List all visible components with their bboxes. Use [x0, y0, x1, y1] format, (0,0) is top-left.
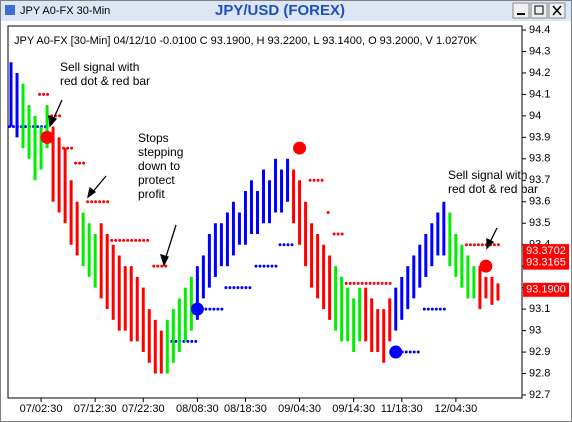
arrow-head	[48, 114, 58, 128]
x-tick-label: 11/18:30	[381, 403, 423, 415]
price-label: 93.1900	[526, 284, 566, 296]
y-tick-label: 93.5	[529, 217, 550, 229]
info-line: JPY A0-FX [30-Min] 04/12/10 -0.0100 C 93…	[14, 35, 478, 47]
y-tick-label: 94.4	[529, 24, 550, 36]
signal-dot	[479, 259, 493, 273]
title-bar	[1, 1, 571, 21]
window-buttons[interactable]	[512, 2, 566, 19]
marks	[8, 62, 501, 374]
annotation-line: Stops	[138, 131, 169, 145]
y-tick-label: 93.7	[529, 174, 550, 186]
annotation-line: Sell signal with	[448, 168, 527, 182]
maximize-icon	[534, 5, 544, 15]
annotation-line: protect	[138, 173, 175, 187]
maximize-button[interactable]	[530, 2, 548, 19]
minimize-button[interactable]	[512, 2, 530, 19]
x-tick-label: 09/14:30	[332, 403, 375, 415]
arrows	[48, 99, 498, 267]
chart-title: JPY/USD (FOREX)	[215, 2, 345, 19]
y-tick-label: 94	[529, 110, 541, 122]
y-tick-label: 94.2	[529, 67, 550, 79]
y-tick-label: 94.3	[529, 45, 550, 57]
price-label-box	[523, 255, 569, 270]
y-tick-label: 92.7	[529, 389, 550, 401]
y-tick-label: 92.8	[529, 367, 550, 379]
price-label: 93.3165	[526, 257, 566, 269]
signal-dot	[40, 130, 54, 144]
x-tick-label: 08/18:30	[224, 403, 267, 415]
annotation-line: Sell signal with	[60, 60, 139, 74]
arrow	[164, 224, 177, 261]
y-tick-label: 93	[529, 324, 541, 336]
annotation-line: stepping	[138, 145, 183, 159]
annotation-line: down to	[138, 159, 180, 173]
y-tick-label: 94.1	[529, 88, 550, 100]
y-tick-label: 92.9	[529, 346, 550, 358]
x-tick-label: 08/08:30	[176, 403, 219, 415]
y-tick-label: 93.8	[529, 153, 550, 165]
arrow-head	[160, 254, 169, 267]
plot-area	[7, 25, 523, 399]
x-tick-label: 09/04:30	[278, 403, 321, 415]
arrow-head	[486, 237, 495, 250]
y-tick-label: 93.9	[529, 131, 550, 143]
window-title: JPY A0-FX 30-Min	[20, 5, 110, 17]
annotation-line: profit	[138, 187, 165, 201]
x-tick-label: 07/12:30	[74, 403, 117, 415]
y-tick-label: 93.1	[529, 303, 550, 315]
x-tick-label: 07/02:30	[20, 403, 63, 415]
price-label: 93.3702	[526, 245, 566, 257]
y-tick-label: 93.6	[529, 196, 550, 208]
arrow-head	[86, 186, 97, 199]
signal-dot	[389, 345, 403, 359]
signal-dot	[190, 302, 204, 316]
annotation-line: red dot & red bar	[448, 182, 538, 196]
x-tick-label: 07/22:30	[122, 403, 165, 415]
window-icon	[5, 5, 15, 15]
signal-dot	[293, 141, 307, 155]
price-label-box	[523, 282, 569, 297]
annotation-line: red dot & red bar	[60, 74, 150, 88]
price-label-box	[523, 244, 569, 259]
x-tick-label: 12/04:30	[434, 403, 477, 415]
close-icon	[552, 5, 562, 16]
